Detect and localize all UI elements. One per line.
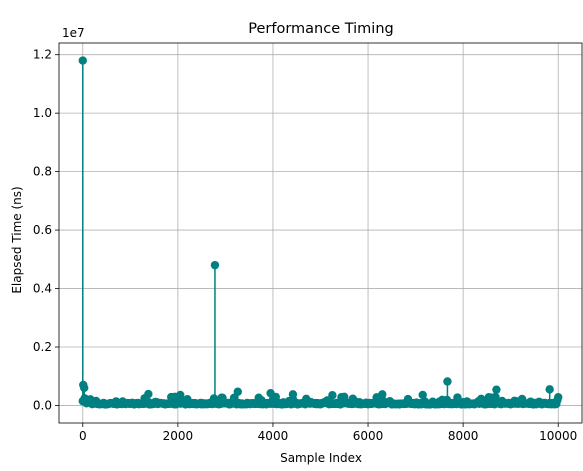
x-tick-label: 0 (79, 429, 87, 443)
y-tick-label: 0.2 (33, 340, 52, 354)
x-axis-label: Sample Index (280, 451, 362, 465)
data-point (492, 385, 501, 394)
x-tick-label: 4000 (258, 429, 289, 443)
data-point (266, 388, 275, 398)
y-axis-label: Elapsed Time (ns) (10, 186, 24, 293)
stem-lines (82, 60, 559, 406)
y-tick-label: 1.2 (33, 48, 52, 62)
x-tick-label: 6000 (353, 429, 384, 443)
data-point (378, 390, 387, 399)
y-tick-label: 1.0 (33, 106, 52, 120)
data-point (545, 385, 554, 394)
x-tick-label: 2000 (163, 429, 194, 443)
data-point (78, 56, 87, 65)
y-tick-label: 0.4 (33, 282, 52, 296)
data-point (554, 393, 563, 402)
plot-frame (58, 42, 583, 424)
data-points (78, 56, 563, 409)
axis-ticks: 0 2000 4000 6000 8000 10000 0.0 0.2 0.4 0.6 0.8 1.0… (33, 48, 577, 443)
chart-title: Performance Timing (248, 21, 393, 37)
data-point (443, 377, 452, 386)
x-tick-label: 8000 (448, 429, 479, 443)
data-point (418, 390, 427, 400)
data-point (176, 390, 185, 400)
data-point (288, 390, 298, 399)
data-point (144, 389, 153, 399)
y-tick-label: 0.8 (33, 165, 52, 179)
y-tick-label: 0.6 (33, 223, 52, 237)
data-point (79, 383, 89, 393)
data-point (328, 391, 337, 400)
grid-lines (59, 43, 582, 423)
x-tick-label: 10000 (539, 429, 577, 443)
y-offset-label: 1e7 (62, 26, 85, 40)
data-point (233, 387, 242, 396)
data-point (210, 260, 220, 270)
y-tick-label: 0.0 (33, 398, 52, 412)
